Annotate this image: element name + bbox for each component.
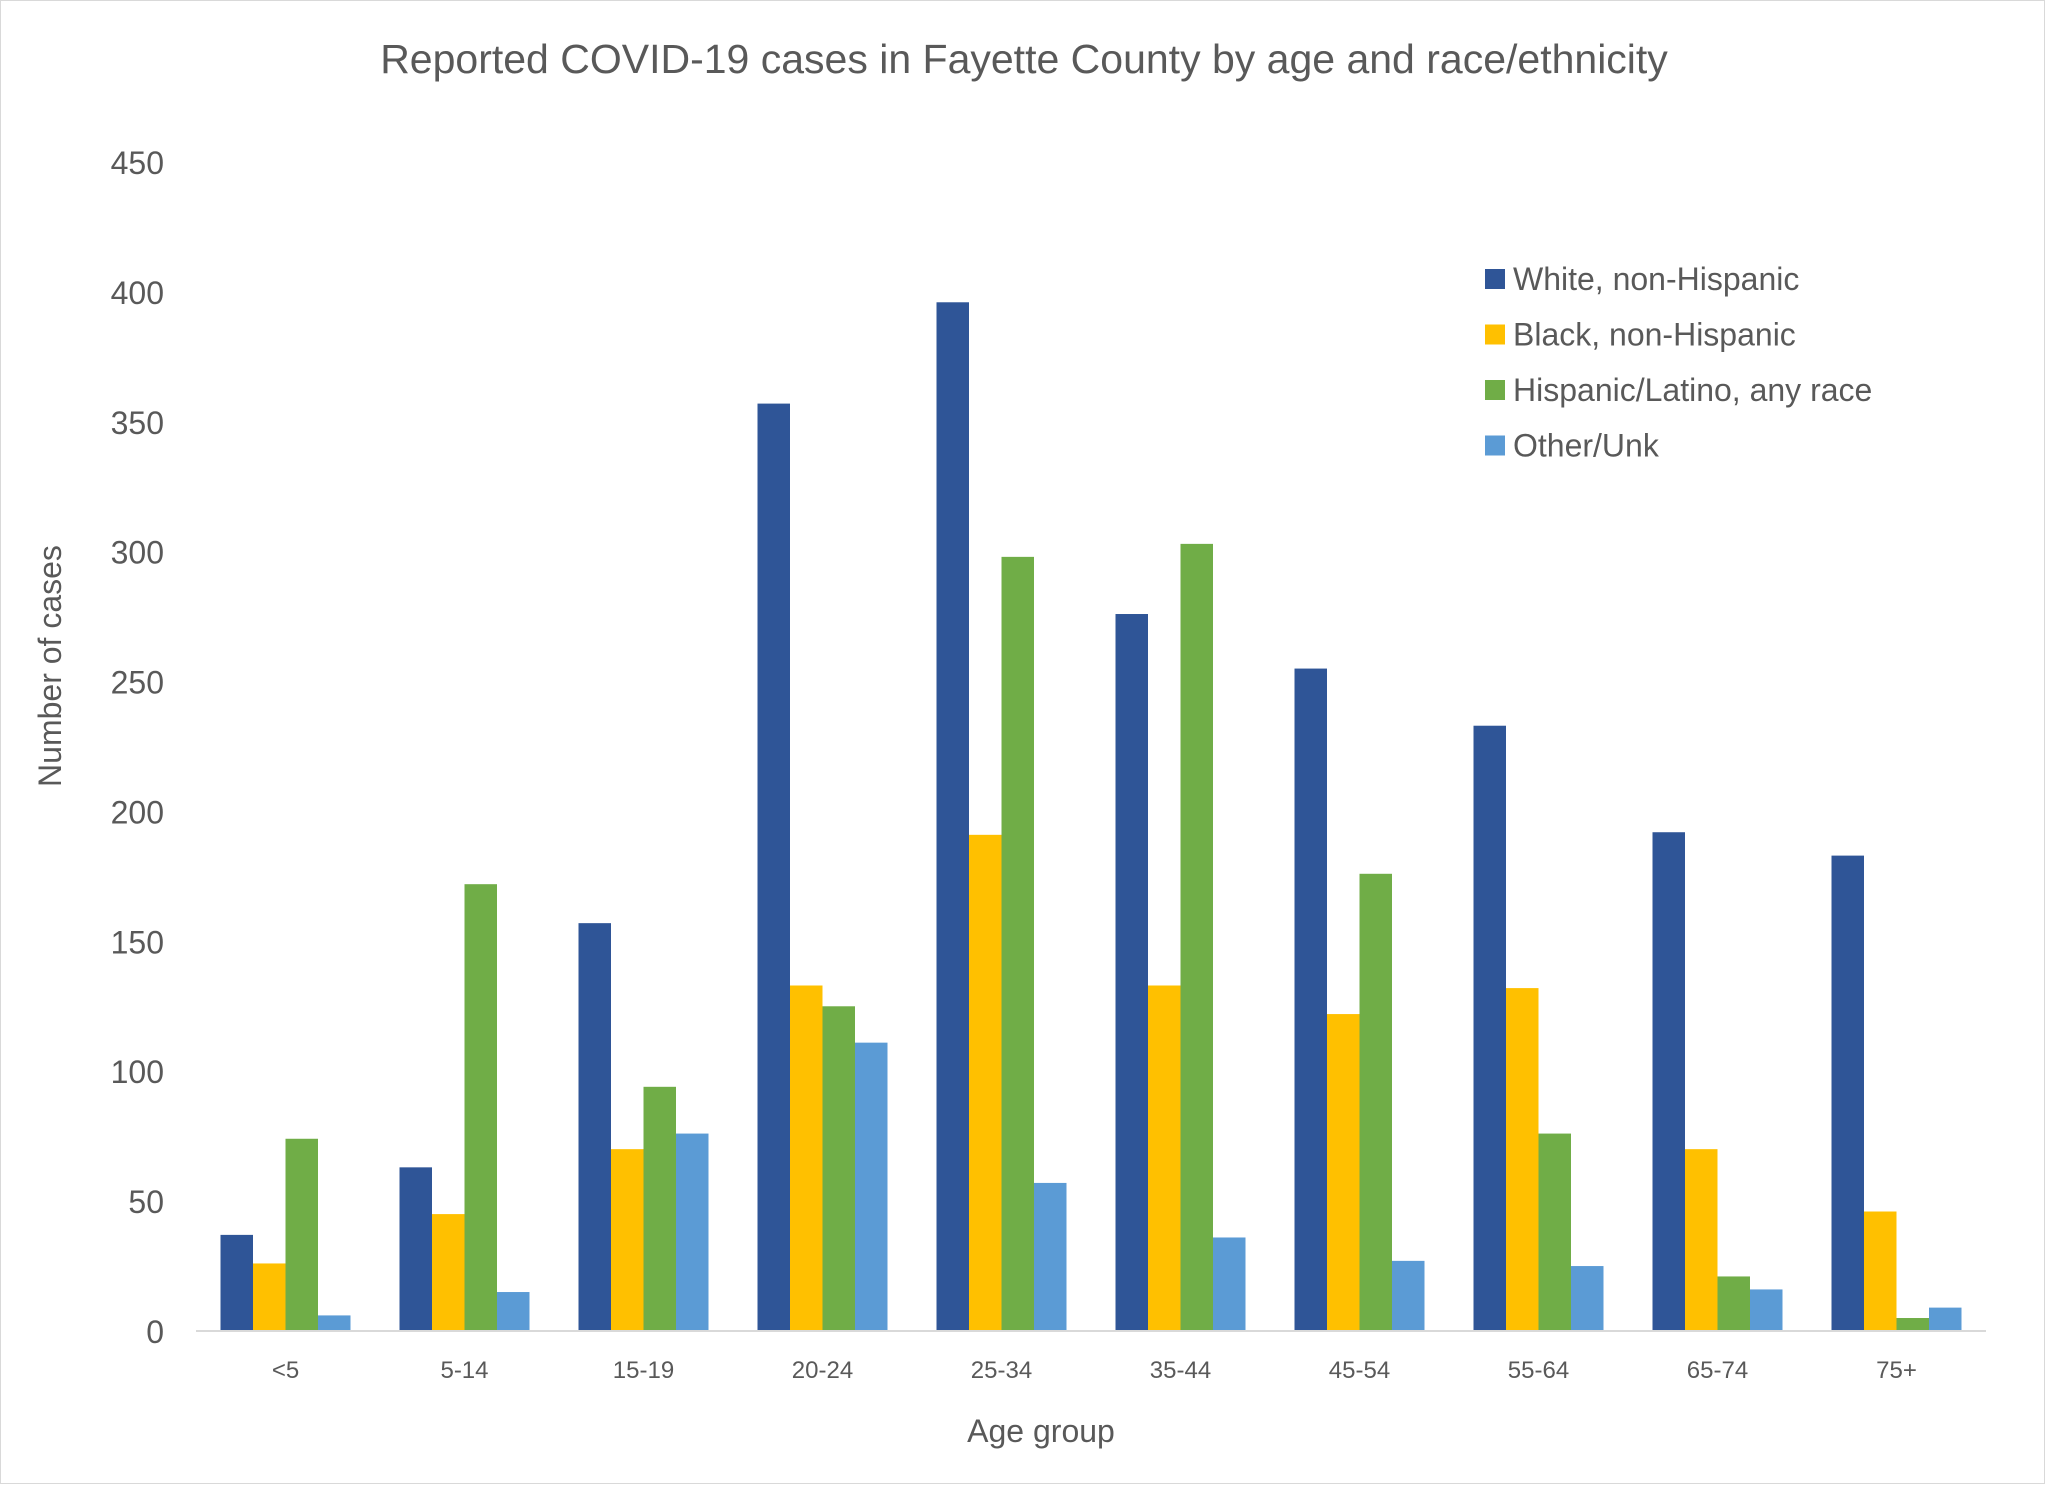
bar-black-non-hispanic-514 xyxy=(432,1214,465,1331)
bar-other-unk-1519 xyxy=(676,1133,709,1331)
bar-other-unk-75 xyxy=(1929,1307,1962,1331)
legend-swatch xyxy=(1485,380,1505,400)
bar-black-non-hispanic-5 xyxy=(253,1263,286,1331)
legend: White, non-Hispanic Black, non-Hispanic Hi… xyxy=(1485,261,1872,464)
legend-swatch xyxy=(1485,324,1505,345)
bar-white-non-hispanic-2024 xyxy=(757,403,790,1331)
x-tick-label: 20-24 xyxy=(792,1357,853,1384)
y-tick-label: 200 xyxy=(111,794,164,830)
x-tick-label: 5-14 xyxy=(440,1357,488,1384)
x-tick-label: 75+ xyxy=(1876,1357,1917,1384)
bar-series-group xyxy=(220,302,1962,1331)
y-tick-label: 250 xyxy=(111,665,164,701)
x-axis-title: Age group xyxy=(967,1413,1115,1449)
y-tick-label: 350 xyxy=(111,405,164,441)
legend-label: Other/Unk xyxy=(1513,428,1660,464)
bar-other-unk-2534 xyxy=(1034,1182,1067,1331)
y-axis-title: Number of cases xyxy=(32,545,68,787)
bar-hispanic-latino-any-race-2534 xyxy=(1001,556,1034,1331)
y-axis-ticks: 0 50 100 150 200 250 300 350 400 450 xyxy=(111,145,164,1350)
bar-black-non-hispanic-6574 xyxy=(1685,1149,1718,1331)
bar-black-non-hispanic-75 xyxy=(1864,1211,1897,1331)
bar-hispanic-latino-any-race-1519 xyxy=(643,1086,676,1331)
bar-black-non-hispanic-2534 xyxy=(969,834,1002,1331)
y-tick-label: 300 xyxy=(111,535,164,571)
y-tick-label: 100 xyxy=(111,1054,164,1090)
bar-black-non-hispanic-3544 xyxy=(1148,985,1181,1331)
bar-white-non-hispanic-75 xyxy=(1831,855,1864,1331)
x-tick-label: 55-64 xyxy=(1508,1357,1569,1384)
bar-hispanic-latino-any-race-75 xyxy=(1896,1318,1929,1331)
bar-black-non-hispanic-1519 xyxy=(611,1149,644,1331)
bar-other-unk-3544 xyxy=(1213,1237,1246,1331)
bar-other-unk-5564 xyxy=(1571,1266,1604,1331)
bar-white-non-hispanic-5 xyxy=(220,1234,253,1331)
x-tick-label: <5 xyxy=(272,1357,299,1384)
bar-hispanic-latino-any-race-3544 xyxy=(1180,543,1213,1331)
x-tick-label: 25-34 xyxy=(971,1357,1032,1384)
y-tick-label: 150 xyxy=(111,924,164,960)
x-tick-label: 45-54 xyxy=(1329,1357,1390,1384)
y-tick-label: 400 xyxy=(111,275,164,311)
bar-hispanic-latino-any-race-6574 xyxy=(1717,1276,1750,1331)
bar-white-non-hispanic-514 xyxy=(399,1167,432,1331)
bar-black-non-hispanic-2024 xyxy=(790,985,823,1331)
y-tick-label: 450 xyxy=(111,145,164,181)
bar-white-non-hispanic-5564 xyxy=(1473,725,1506,1331)
bar-white-non-hispanic-6574 xyxy=(1652,832,1685,1331)
bar-hispanic-latino-any-race-5 xyxy=(285,1138,318,1331)
bar-white-non-hispanic-4554 xyxy=(1294,668,1327,1331)
bar-hispanic-latino-any-race-5564 xyxy=(1538,1133,1571,1331)
bar-white-non-hispanic-3544 xyxy=(1115,614,1148,1331)
y-tick-label: 0 xyxy=(146,1314,164,1350)
x-tick-label: 65-74 xyxy=(1687,1357,1748,1384)
x-tick-label: 35-44 xyxy=(1150,1357,1211,1384)
legend-label: White, non-Hispanic xyxy=(1513,261,1799,297)
bar-hispanic-latino-any-race-2024 xyxy=(822,1006,855,1331)
bar-black-non-hispanic-4554 xyxy=(1327,1014,1360,1331)
bar-white-non-hispanic-1519 xyxy=(578,923,611,1331)
bar-other-unk-514 xyxy=(497,1292,530,1331)
x-tick-label: 15-19 xyxy=(613,1357,674,1384)
legend-label: Hispanic/Latino, any race xyxy=(1513,372,1872,408)
bar-other-unk-2024 xyxy=(855,1042,888,1331)
bar-white-non-hispanic-2534 xyxy=(936,302,969,1331)
legend-swatch xyxy=(1485,269,1505,289)
x-axis-ticks: <5 5-14 15-19 20-24 25-34 35-44 45-54 55-64 65-7… xyxy=(272,1357,1917,1384)
legend-label: Black, non-Hispanic xyxy=(1513,317,1796,353)
bar-hispanic-latino-any-race-514 xyxy=(464,884,497,1331)
chart-title: Reported COVID-19 cases in Fayette Count… xyxy=(380,36,1668,82)
bar-other-unk-5 xyxy=(318,1315,351,1331)
bar-black-non-hispanic-5564 xyxy=(1506,988,1539,1331)
legend-swatch xyxy=(1485,435,1505,456)
bar-hispanic-latino-any-race-4554 xyxy=(1359,873,1392,1331)
y-tick-label: 50 xyxy=(128,1184,164,1220)
bar-other-unk-6574 xyxy=(1750,1289,1783,1331)
bar-other-unk-4554 xyxy=(1392,1260,1425,1331)
